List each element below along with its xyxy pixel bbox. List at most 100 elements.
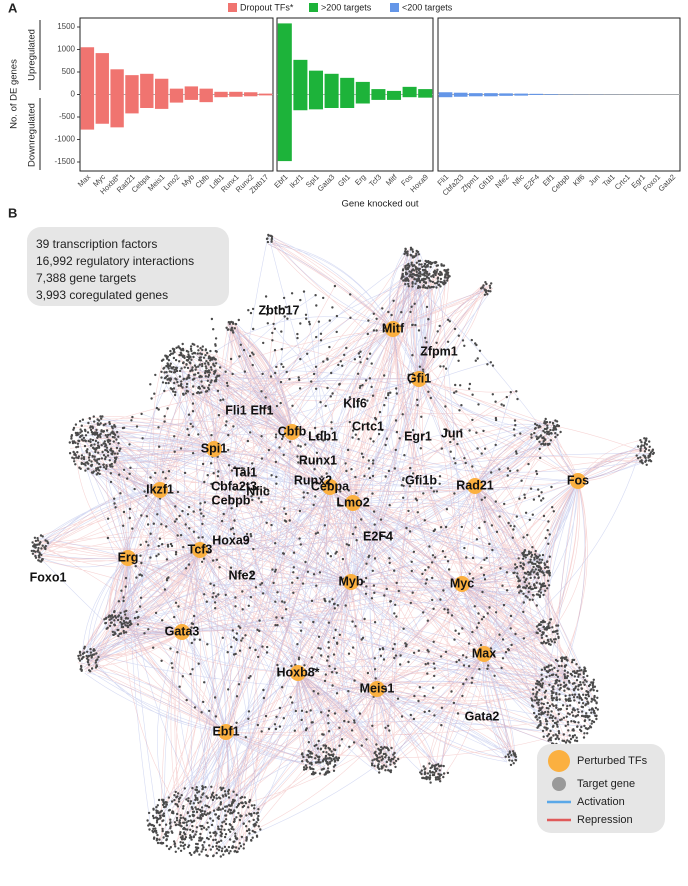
bar-up (184, 86, 199, 95)
node-label: Runx1 (299, 453, 337, 467)
bar-up (324, 73, 339, 95)
bar-down (514, 94, 528, 96)
node-label: Egr1 (404, 429, 432, 443)
legend-swatch (228, 3, 237, 12)
edges-repression (31, 234, 654, 856)
bar-down (184, 94, 199, 100)
perturbed-tf (345, 495, 361, 511)
node-label: Fos (567, 473, 589, 487)
x-tick-label: Hoxa9 (408, 172, 430, 194)
node-label: Gfi1b (405, 473, 437, 487)
perturbed-tf (411, 371, 427, 387)
legend-swatch (309, 3, 318, 12)
stat-line: 39 transcription factors (36, 237, 157, 251)
node-label: Max (472, 646, 496, 660)
bar-up (308, 70, 324, 95)
node-label: Meis1 (360, 681, 395, 695)
bar-up (529, 93, 544, 95)
node-label: Erg (118, 550, 139, 564)
perturbed-tf (570, 473, 586, 489)
node-label: Tal1 (233, 465, 257, 479)
bar-down (80, 94, 95, 130)
bar-down (277, 94, 292, 162)
node-label: Fli1 (225, 403, 247, 417)
stat-line: 7,388 gene targets (36, 271, 136, 285)
panel-label: B (8, 205, 17, 220)
x-tick-label: Klf6 (571, 172, 587, 188)
bar-up (402, 86, 417, 95)
perturbed-tf (454, 576, 470, 592)
node-label: Klf6 (343, 396, 367, 410)
perturbed-tf (290, 665, 306, 681)
perturbed-tf (476, 646, 492, 662)
x-tick-label: Gata3 (316, 172, 337, 193)
legend-label: Repression (577, 814, 633, 826)
bar-up (110, 69, 124, 95)
node-label: Cbfb (278, 424, 307, 438)
bar-down (169, 94, 184, 103)
bar-down (371, 94, 386, 100)
x-tick-label: Ikzf1 (288, 172, 306, 190)
x-tick-label: Gfi1 (336, 172, 352, 188)
bar-up (469, 93, 483, 95)
target-genes (30, 233, 655, 858)
perturbed-tf (369, 681, 385, 697)
bar-down (438, 94, 453, 98)
bar-down (324, 94, 339, 108)
bar-down (340, 94, 355, 108)
node-label: Elf1 (251, 403, 274, 417)
node-label: Ebf1 (212, 724, 239, 738)
bar-up (199, 88, 213, 95)
bar-down (484, 94, 498, 97)
x-tick-label: Myb (180, 172, 196, 188)
legend-symbol (548, 750, 570, 772)
bar-up (214, 91, 228, 95)
bar-up (277, 23, 292, 95)
bar-down (199, 94, 213, 103)
bar-up (371, 89, 386, 95)
bar-down (214, 94, 228, 98)
stat-line: 16,992 regulatory interactions (36, 254, 194, 268)
bar-down (229, 94, 243, 97)
y-axis-sublabel: Downregulated (27, 103, 38, 167)
bar-down (154, 94, 169, 109)
bar-down (308, 94, 324, 110)
bar-down (110, 94, 124, 128)
node-label: Cbfa2t3 (211, 479, 257, 493)
y-tick-label: -500 (59, 112, 76, 121)
legend-box (537, 744, 665, 833)
bar-up (514, 93, 528, 95)
panel-label: A (8, 0, 18, 15)
node-label: Crtc1 (352, 419, 384, 433)
bar-down (244, 94, 258, 97)
bar-down (95, 94, 109, 124)
y-tick-label: 1500 (57, 22, 75, 31)
y-axis-sublabel: Upregulated (27, 29, 38, 81)
bar-down (402, 94, 417, 98)
bar-up (499, 93, 513, 95)
y-tick-label: -1500 (55, 157, 76, 166)
legend-label: Perturbed TFs (577, 755, 648, 767)
perturbed-tf (152, 482, 168, 498)
perturbed-tf (192, 542, 208, 558)
node-label: Zfpm1 (420, 344, 458, 358)
bar-down (499, 94, 513, 96)
x-tick-label: Ebf1 (272, 172, 289, 189)
node-label: Nfe2 (228, 568, 255, 582)
node-label: Cebpa (311, 479, 350, 493)
y-tick-label: 500 (62, 67, 76, 76)
x-tick-label: Cbfb (193, 172, 211, 190)
x-tick-label: Nfe2 (493, 172, 511, 190)
y-axis-label: No. of DE genes (9, 59, 20, 129)
node-label: Gfi1 (407, 371, 431, 385)
node-label: Cebpb (212, 493, 251, 507)
bar-down (140, 94, 154, 108)
stats-box (27, 227, 229, 306)
perturbed-tf (385, 321, 401, 337)
y-tick-label: 0 (71, 90, 76, 99)
bar-up (438, 92, 453, 95)
bar-up (355, 81, 370, 95)
legend-symbol (552, 777, 566, 791)
